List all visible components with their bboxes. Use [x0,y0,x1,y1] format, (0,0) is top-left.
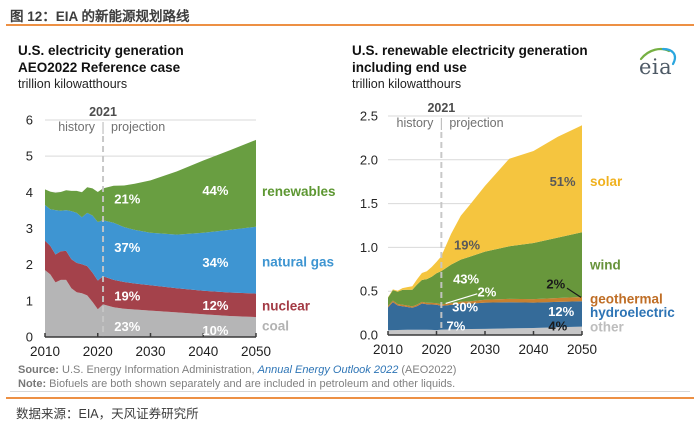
x-tick-label: 2050 [241,344,271,359]
y-tick-label: 4 [26,185,33,200]
source-line: Source: U.S. Energy Information Administ… [18,364,456,377]
pct-label: 37% [114,240,140,255]
x-tick-label: 2040 [188,344,218,359]
right-chart-title-line1: U.S. renewable electricity generation [352,43,588,58]
y-tick-label: 2.5 [360,109,378,124]
left-chart-unit-label: trillion kilowatthours [18,77,128,91]
eia-logo-swoosh-blue [661,47,677,66]
pct-label: 10% [202,323,228,338]
category-label-nuclear: nuclear [262,298,311,313]
left-chart-title: U.S. electricity generation AEO2022 Refe… [18,42,184,93]
x-tick-label: 2030 [470,342,500,357]
pct-label: 12% [202,298,228,313]
y-tick-label: 5 [26,149,33,164]
pct-label: 2% [478,285,497,300]
y-tick-label: 2.0 [360,152,378,167]
right-chart: 2021 history projection 2010 2020 2030 2040 205… [345,100,700,362]
right-chart-unit-label: trillion kilowatthours [352,77,462,91]
y-tick-label: 6 [26,113,33,128]
note-line: Note: Biofuels are both shown separately… [18,378,455,391]
divider-year-label: 2021 [89,105,117,119]
pct-label: 23% [114,319,140,334]
history-label: history [397,116,435,130]
left-chart: 2021 history projection 2010 2020 2030 2040 205… [10,100,370,362]
pct-label: 4% [548,319,567,334]
area-renewables [45,139,256,235]
history-label: history [58,120,96,134]
x-tick-label: 2010 [30,344,60,359]
pct-label: 19% [454,237,480,252]
right-chart-title: U.S. renewable electricity generation in… [352,42,588,93]
pct-label: 51% [550,174,576,189]
right-chart-title-line2: including end use [352,60,467,75]
x-tick-label: 2030 [135,344,165,359]
note-label: Note: [18,378,47,390]
note-text: Biofuels are both shown separately and a… [46,378,456,390]
y-tick-label: 1 [26,293,33,308]
area-coal [45,270,256,337]
x-tick-label: 2020 [83,344,113,359]
y-tick-label: 1.0 [360,240,378,255]
category-label-geothermal: geothermal [590,292,663,307]
category-label-renewables: renewables [262,184,336,199]
x-tick-label: 2010 [373,342,403,357]
area-solar [388,125,582,298]
area-wind [388,232,582,307]
pct-label: 2% [546,277,565,292]
pct-label: 19% [114,289,140,304]
pct-leader-line [566,287,582,298]
y-tick-label: 3 [26,221,33,236]
category-label-solar: solar [590,174,623,189]
projection-label: projection [449,116,503,130]
pct-label: 7% [447,319,466,334]
source-suffix: (AEO2022) [398,364,457,376]
category-label-hydroelectric: hydroelectric [590,305,675,320]
footer-rule [6,397,694,399]
left-chart-title-line2: AEO2022 Reference case [18,60,181,75]
y-tick-label: 0.0 [360,328,378,343]
category-label-wind: wind [589,257,621,272]
projection-label: projection [111,120,165,134]
pct-label: 21% [114,191,140,206]
area-geothermal [388,297,582,308]
area-natural-gas [45,205,256,294]
source-link[interactable]: Annual Energy Outlook 2022 [257,364,399,376]
left-chart-title-line1: U.S. electricity generation [18,43,184,58]
area-hydroelectric [388,301,582,331]
area-nuclear [45,240,256,318]
y-tick-label: 0.5 [360,284,378,299]
eia-logo-text: eia [639,55,672,79]
category-label-other: other [590,320,624,335]
divider-year-label: 2021 [427,101,455,115]
header-rule [6,24,694,26]
eia-image-border [10,391,690,392]
y-tick-label: 2 [26,257,33,272]
y-tick-label: 0 [26,330,33,345]
category-label-coal: coal [262,319,289,334]
pct-label: 30% [452,299,478,314]
figure-title: 图 12：EIA 的新能源规划路线 [10,9,190,24]
source-label: Source: [18,364,59,376]
pct-label: 34% [202,255,228,270]
source-text: U.S. Energy Information Administration, [58,364,258,376]
x-tick-label: 2020 [421,342,451,357]
pct-label: 43% [453,271,479,286]
pct-leader-line [445,293,478,305]
pct-label: 44% [202,183,228,198]
eia-logo: eia [634,46,690,82]
x-tick-label: 2050 [567,342,597,357]
x-tick-label: 2040 [518,342,548,357]
pct-label: 12% [548,304,574,319]
category-label-natural-gas: natural gas [262,254,334,269]
eia-logo-graphic: eia [639,47,677,79]
footer-source: 数据来源：EIA，天风证券研究所 [16,407,199,421]
y-tick-label: 1.5 [360,196,378,211]
